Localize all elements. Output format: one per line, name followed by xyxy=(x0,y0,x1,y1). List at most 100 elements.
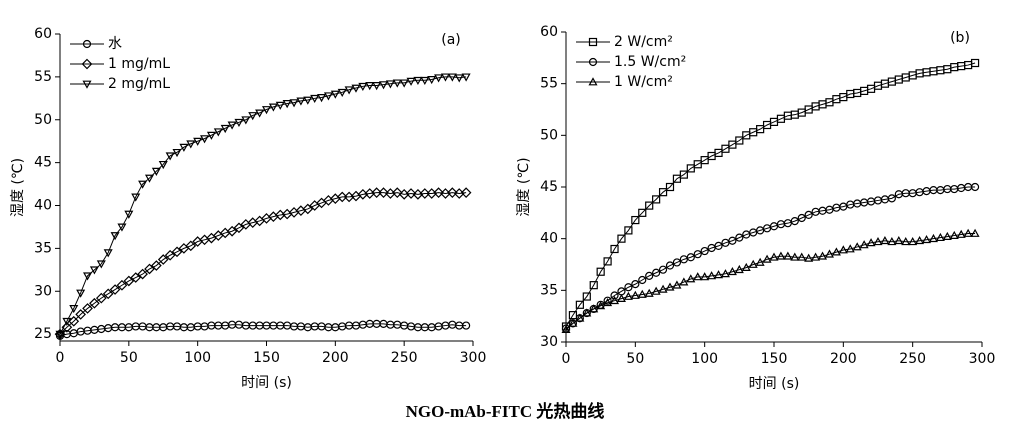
marker xyxy=(164,249,176,261)
marker xyxy=(588,57,598,67)
marker xyxy=(769,252,779,261)
marker xyxy=(110,232,120,241)
marker xyxy=(596,267,605,276)
marker xyxy=(337,88,347,98)
marker xyxy=(454,74,464,83)
marker xyxy=(672,280,682,289)
marker xyxy=(658,188,668,197)
marker xyxy=(200,135,210,144)
marker xyxy=(589,281,598,290)
marker xyxy=(707,271,717,280)
marker xyxy=(405,188,417,199)
marker xyxy=(637,289,647,298)
marker xyxy=(226,225,238,237)
marker xyxy=(419,188,431,199)
x-axis-label: 时间 (s) xyxy=(241,375,292,391)
marker xyxy=(651,286,661,295)
marker xyxy=(582,292,591,301)
marker xyxy=(275,101,285,110)
panel-label: (a) xyxy=(441,32,461,48)
marker xyxy=(652,268,661,277)
marker xyxy=(233,222,245,234)
y-tick-label: 25 xyxy=(34,326,52,342)
marker xyxy=(296,97,306,106)
marker xyxy=(714,148,723,157)
marker xyxy=(756,125,765,134)
marker xyxy=(460,187,472,198)
marker xyxy=(302,203,314,215)
marker xyxy=(866,238,876,247)
legend-label: 1 W/cm² xyxy=(614,74,673,90)
x-tick-label: 300 xyxy=(969,351,996,367)
marker xyxy=(970,182,980,192)
marker xyxy=(303,96,313,105)
marker xyxy=(596,301,606,310)
marker xyxy=(790,252,800,261)
marker xyxy=(762,254,772,263)
x-tick-label: 150 xyxy=(761,351,788,367)
marker xyxy=(665,182,675,192)
marker xyxy=(624,283,633,292)
marker xyxy=(372,82,382,91)
marker xyxy=(735,233,744,242)
marker xyxy=(804,253,814,262)
marker xyxy=(603,296,612,305)
marker xyxy=(645,201,654,210)
marker xyxy=(818,251,828,260)
marker xyxy=(665,282,675,291)
marker xyxy=(721,144,730,153)
marker xyxy=(575,313,585,322)
marker xyxy=(623,291,633,300)
marker xyxy=(151,260,162,271)
marker xyxy=(447,187,458,198)
marker xyxy=(406,77,416,86)
marker xyxy=(845,244,855,253)
x-axis-label: 时间 (s) xyxy=(749,376,800,392)
marker xyxy=(700,246,709,256)
marker xyxy=(831,247,841,256)
marker xyxy=(624,226,633,235)
marker xyxy=(82,80,92,89)
marker xyxy=(413,76,423,86)
marker xyxy=(616,293,626,302)
marker xyxy=(206,131,216,140)
marker xyxy=(928,233,938,243)
marker xyxy=(434,74,444,83)
marker xyxy=(672,258,682,267)
marker xyxy=(234,118,244,128)
marker xyxy=(179,143,189,152)
marker xyxy=(748,259,758,268)
marker xyxy=(686,253,695,262)
marker xyxy=(915,235,925,245)
marker xyxy=(138,180,148,189)
marker xyxy=(351,84,361,93)
marker xyxy=(589,304,599,313)
y-tick-label: 40 xyxy=(34,198,52,214)
marker xyxy=(144,263,155,275)
marker xyxy=(227,121,237,130)
x-tick-label: 50 xyxy=(626,351,644,367)
x-tick-label: 200 xyxy=(830,351,857,367)
series-line xyxy=(565,233,976,330)
marker xyxy=(949,230,959,239)
marker xyxy=(887,194,896,203)
marker xyxy=(679,170,688,179)
marker xyxy=(776,251,786,260)
series-line xyxy=(59,76,467,335)
marker xyxy=(255,109,265,118)
marker xyxy=(735,136,744,145)
marker xyxy=(378,81,389,90)
y-tick-label: 30 xyxy=(540,334,558,350)
marker xyxy=(157,254,169,265)
marker xyxy=(880,235,890,245)
x-tick-label: 250 xyxy=(899,351,926,367)
marker xyxy=(631,215,640,225)
legend-label: 1 mg/mL xyxy=(108,56,170,72)
y-tick-label: 45 xyxy=(540,179,558,195)
x-tick-label: 0 xyxy=(56,350,65,366)
marker xyxy=(55,330,65,339)
y-tick-label: 40 xyxy=(540,231,558,247)
marker xyxy=(76,289,86,298)
x-tick-label: 50 xyxy=(120,350,138,366)
marker xyxy=(323,92,333,101)
